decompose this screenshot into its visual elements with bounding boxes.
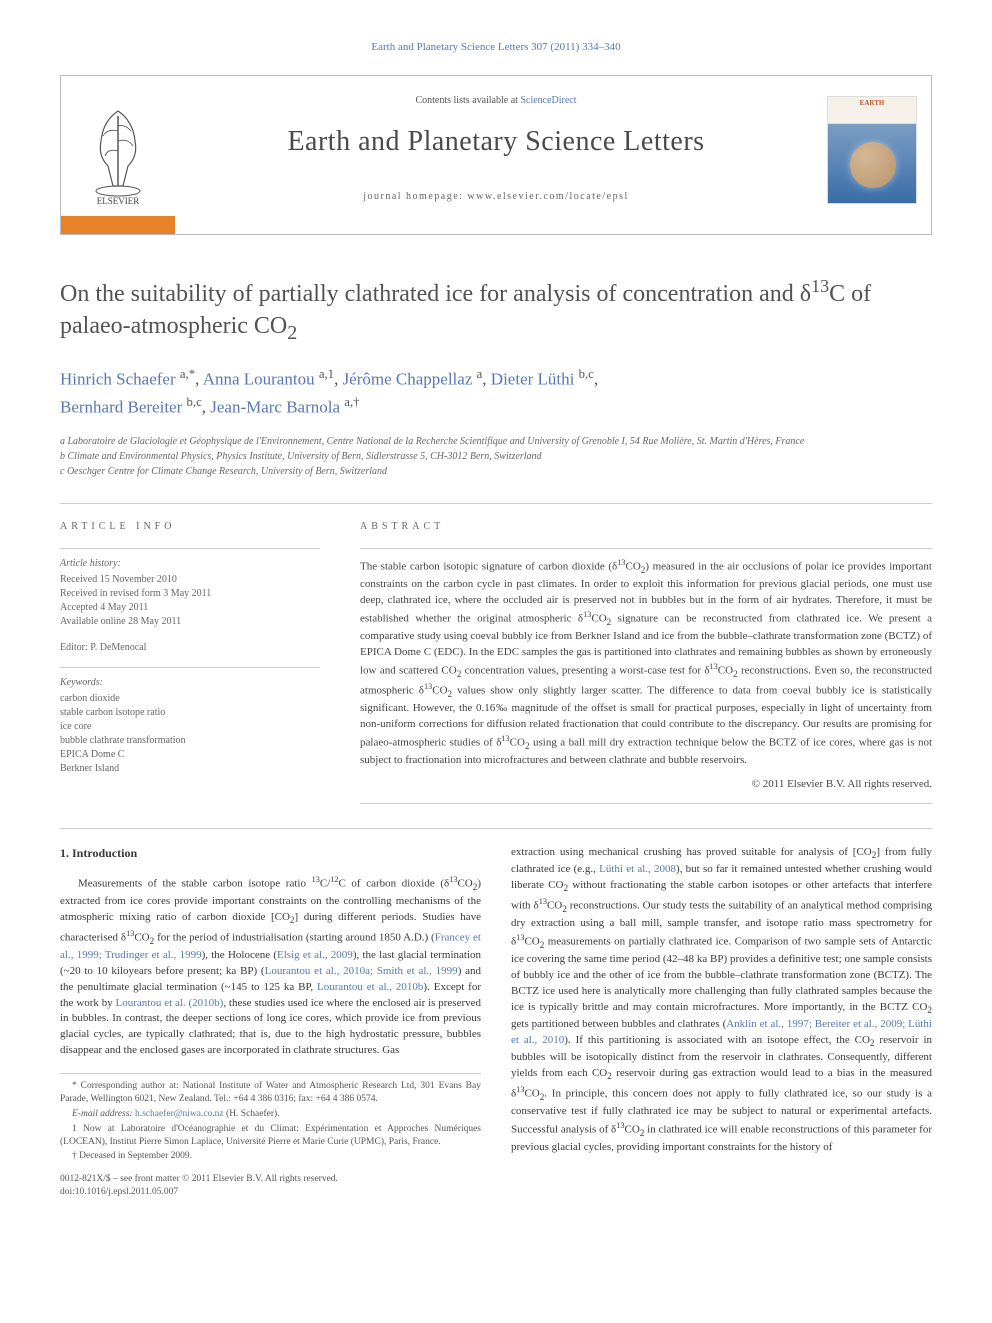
sciencedirect-link[interactable]: ScienceDirect [520,95,576,106]
footnotes-block: * Corresponding author at: National Inst… [60,1073,481,1163]
author-email-link[interactable]: h.schaefer@niwa.co.nz [135,1109,224,1119]
footnote-deceased: † Deceased in September 2009. [60,1150,481,1163]
keyword: ice core [60,720,320,734]
intro-paragraph-right: extraction using mechanical crushing has… [511,845,932,1156]
history-revised: Received in revised form 3 May 2011 [60,587,320,601]
history-received: Received 15 November 2010 [60,573,320,587]
intro-paragraph-left: Measurements of the stable carbon isotop… [60,874,481,1059]
journal-header-box: ELSEVIER Contents lists available at Sci… [60,75,932,235]
keyword: stable carbon isotope ratio [60,706,320,720]
divider [360,548,932,549]
divider [60,667,320,668]
abstract-copyright: © 2011 Elsevier B.V. All rights reserved… [360,777,932,792]
keyword: bubble clathrate transformation [60,734,320,748]
journal-homepage: journal homepage: www.elsevier.com/locat… [181,190,811,204]
article-info-heading: ARTICLE INFO [60,520,320,534]
affiliation-a: a Laboratoire de Glaciologie et Géophysi… [60,434,932,449]
journal-title: Earth and Planetary Science Letters [181,122,811,161]
section-heading-intro: 1. Introduction [60,845,481,862]
elsevier-logo: ELSEVIER [73,96,163,206]
email-line: E-mail address: h.schaefer@niwa.co.nz (H… [60,1108,481,1121]
corresponding-author-note: * Corresponding author at: National Inst… [60,1080,481,1106]
divider [60,828,932,829]
authors-list: Hinrich Schaefer a,*, Anna Lourantou a,1… [60,365,932,420]
abstract-text: The stable carbon isotopic signature of … [360,557,932,769]
keywords-label: Keywords: [60,676,320,690]
front-matter-info: 0012-821X/$ – see front matter © 2011 El… [60,1173,481,1199]
keyword: carbon dioxide [60,692,320,706]
contents-lists-line: Contents lists available at ScienceDirec… [181,94,811,108]
journal-cover-logo: EARTH [827,96,917,206]
keyword: Berkner Island [60,762,320,776]
article-history-label: Article history: [60,557,320,571]
keyword: EPICA Dome C [60,748,320,762]
abstract-heading: ABSTRACT [360,520,932,534]
footnote-1: 1 Now at Laboratoire d'Océanographie et … [60,1123,481,1149]
divider [360,803,932,804]
history-accepted: Accepted 4 May 2011 [60,601,320,615]
editor-line: Editor: P. DeMenocal [60,641,320,655]
svg-text:ELSEVIER: ELSEVIER [97,196,140,206]
divider [60,503,932,504]
divider [60,548,320,549]
doi-line: doi:10.1016/j.epsl.2011.05.007 [60,1186,481,1199]
issn-copyright-line: 0012-821X/$ – see front matter © 2011 El… [60,1173,481,1186]
top-citation: Earth and Planetary Science Letters 307 … [60,40,932,55]
affiliation-c: c Oeschger Centre for Climate Change Res… [60,464,932,479]
affiliations: a Laboratoire de Glaciologie et Géophysi… [60,434,932,479]
affiliation-b: b Climate and Environmental Physics, Phy… [60,449,932,464]
article-title: On the suitability of partially clathrat… [60,275,932,345]
elsevier-orange-band [61,216,175,234]
history-online: Available online 28 May 2011 [60,615,320,629]
